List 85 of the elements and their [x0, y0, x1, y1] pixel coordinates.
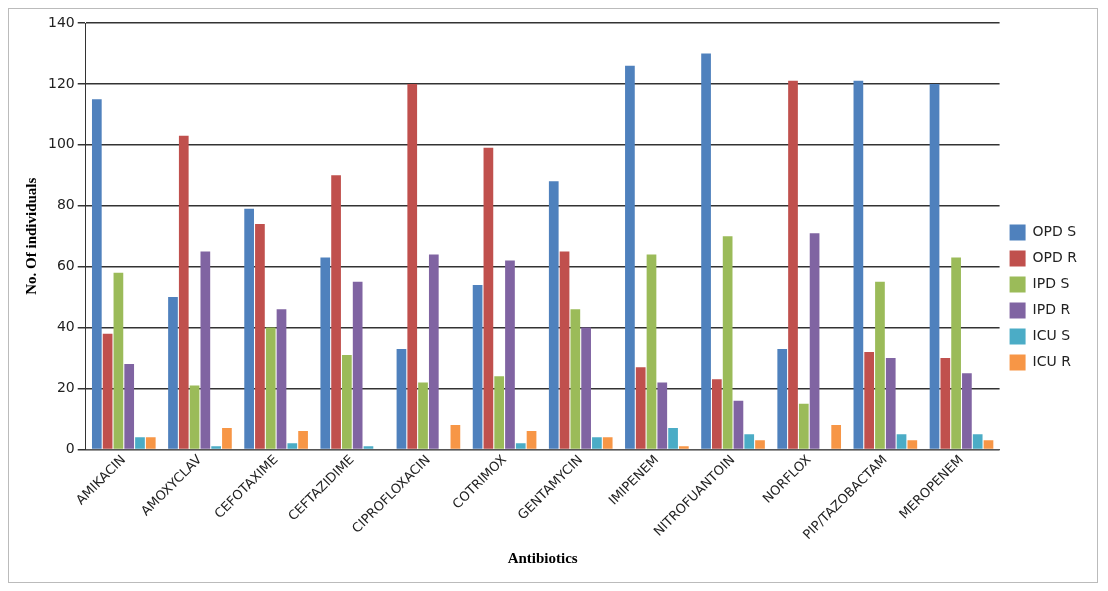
bar	[363, 446, 374, 449]
bar	[200, 251, 211, 449]
y-tick-label: 0	[65, 440, 75, 457]
bar	[853, 80, 864, 449]
bar	[885, 358, 896, 449]
bar	[255, 224, 265, 449]
bar	[320, 257, 331, 449]
bar	[701, 53, 711, 449]
bar	[864, 351, 875, 449]
x-axis-title: Antibiotics	[507, 549, 578, 566]
bar	[831, 425, 842, 449]
bar	[450, 425, 461, 449]
y-tick-label: 60	[56, 257, 75, 274]
bar	[657, 382, 668, 449]
bar	[788, 80, 798, 449]
bar	[983, 440, 994, 449]
y-tick-label: 100	[47, 135, 75, 152]
bar	[798, 403, 809, 449]
bar	[472, 284, 483, 449]
bar	[91, 99, 102, 449]
bar	[625, 65, 635, 449]
legend-label: OPD S	[1032, 223, 1077, 240]
bar	[189, 385, 200, 449]
bar	[668, 428, 678, 449]
bar	[929, 83, 940, 449]
bar	[494, 376, 505, 449]
bar	[548, 181, 559, 449]
bar	[712, 379, 722, 449]
bar	[581, 327, 591, 449]
bar	[113, 272, 124, 449]
bar	[951, 257, 961, 449]
bar	[907, 440, 918, 449]
bar	[809, 233, 820, 449]
bar	[178, 135, 189, 449]
y-tick-label: 20	[56, 379, 75, 396]
bar	[526, 431, 537, 449]
bar	[211, 446, 221, 449]
bar	[515, 443, 526, 449]
bar	[342, 354, 352, 449]
bar	[276, 309, 287, 449]
bar	[298, 431, 308, 449]
bar	[635, 367, 646, 449]
bar	[733, 400, 744, 449]
legend-label: ICU S	[1032, 327, 1071, 344]
bar	[722, 236, 733, 449]
bar	[145, 437, 156, 449]
bar	[972, 434, 983, 449]
legend-label: IPD R	[1032, 301, 1071, 318]
bar	[679, 446, 689, 449]
bar	[570, 309, 581, 449]
bar	[744, 434, 755, 449]
bar	[407, 83, 418, 449]
bar	[287, 443, 298, 449]
bar	[875, 281, 885, 449]
bar	[396, 348, 407, 449]
bar	[222, 428, 232, 449]
bar	[352, 281, 363, 449]
bar	[962, 373, 972, 449]
bar	[777, 348, 788, 449]
bar	[483, 147, 494, 449]
bar	[755, 440, 765, 449]
y-tick-label: 120	[47, 74, 75, 91]
bar	[124, 364, 135, 449]
bar	[168, 297, 178, 449]
bar	[646, 254, 657, 449]
bar	[505, 260, 515, 449]
bar	[602, 437, 613, 449]
legend-label: IPD S	[1032, 275, 1070, 292]
bar	[559, 251, 570, 449]
bar	[418, 382, 428, 449]
bar	[265, 327, 276, 449]
y-tick-label: 40	[56, 318, 75, 335]
bar	[102, 333, 113, 449]
y-tick-label: 80	[56, 196, 75, 213]
bar	[135, 437, 145, 449]
bar	[940, 358, 951, 449]
y-axis-title: No. Of individuals	[22, 177, 39, 295]
bar	[331, 175, 341, 449]
y-tick-label: 140	[47, 13, 75, 30]
bar	[592, 437, 602, 449]
bar	[244, 208, 254, 449]
bar	[896, 434, 907, 449]
legend-label: ICU R	[1032, 353, 1072, 370]
legend-label: OPD R	[1032, 249, 1078, 266]
bar	[428, 254, 439, 449]
